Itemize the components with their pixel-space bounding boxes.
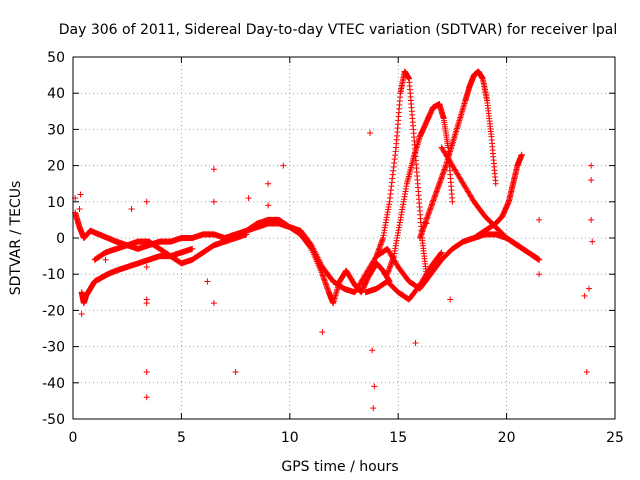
data-point: [412, 339, 419, 346]
chart-title: Day 306 of 2011, Sidereal Day-to-day VTE…: [59, 22, 617, 38]
x-tick-label: 15: [389, 430, 407, 446]
data-point: [518, 151, 525, 158]
x-tick-label: 0: [69, 430, 78, 446]
data-point: [143, 368, 150, 375]
y-axis-label: SDTVAR / TECUs: [8, 181, 24, 296]
data-point: [78, 311, 85, 318]
x-tick-label: 5: [177, 430, 186, 446]
data-point: [585, 285, 592, 292]
data-point: [492, 180, 499, 187]
x-tick-label: 20: [498, 430, 516, 446]
data-point: [536, 216, 543, 223]
data-point: [367, 130, 374, 137]
data-point: [319, 329, 326, 336]
data-point: [438, 249, 445, 256]
y-tick-label: 0: [56, 231, 65, 247]
data-points: [72, 68, 596, 412]
y-axis-ticks: 50 40 30 20 10 0 -10 -20 -30 -40 -50: [42, 50, 615, 428]
y-tick-label: -10: [42, 267, 65, 283]
y-tick-label: -40: [42, 376, 65, 392]
data-point: [588, 216, 595, 223]
data-point: [143, 263, 150, 270]
data-point: [265, 180, 272, 187]
data-point: [588, 162, 595, 169]
data-point: [423, 220, 430, 227]
data-point: [77, 191, 84, 198]
data-point: [581, 292, 588, 299]
x-axis-label: GPS time / hours: [281, 459, 398, 475]
data-point: [588, 177, 595, 184]
data-point: [280, 162, 287, 169]
y-tick-label: 30: [47, 122, 65, 138]
data-point: [437, 250, 444, 257]
data-point: [245, 195, 252, 202]
y-tick-label: 50: [47, 50, 65, 66]
data-point: [369, 347, 376, 354]
y-tick-label: -20: [42, 303, 65, 319]
data-point: [210, 198, 217, 205]
data-point: [265, 202, 272, 209]
data-point: [536, 256, 543, 263]
data-point: [204, 278, 211, 285]
y-tick-label: 40: [47, 86, 65, 102]
data-point: [589, 238, 596, 245]
y-tick-label: -50: [42, 412, 65, 428]
grid-lines: [73, 57, 615, 419]
data-point: [583, 368, 590, 375]
data-point: [447, 296, 454, 303]
data-point: [128, 206, 135, 213]
x-tick-label: 25: [606, 430, 624, 446]
data-point: [102, 256, 109, 263]
data-point: [536, 271, 543, 278]
data-point: [143, 198, 150, 205]
data-point: [371, 383, 378, 390]
x-axis-ticks: 0 5 10 15 20 25: [69, 57, 624, 446]
data-point: [210, 166, 217, 173]
y-tick-label: 20: [47, 159, 65, 175]
y-tick-label: -30: [42, 340, 65, 356]
y-tick-label: 10: [47, 195, 65, 211]
data-point: [232, 368, 239, 375]
data-point: [143, 300, 150, 307]
data-point: [76, 206, 83, 213]
x-tick-label: 10: [281, 430, 299, 446]
data-point: [449, 198, 456, 205]
data-point: [535, 256, 542, 263]
data-point: [370, 405, 377, 412]
data-point: [189, 245, 196, 252]
data-point: [143, 394, 150, 401]
data-point: [210, 300, 217, 307]
